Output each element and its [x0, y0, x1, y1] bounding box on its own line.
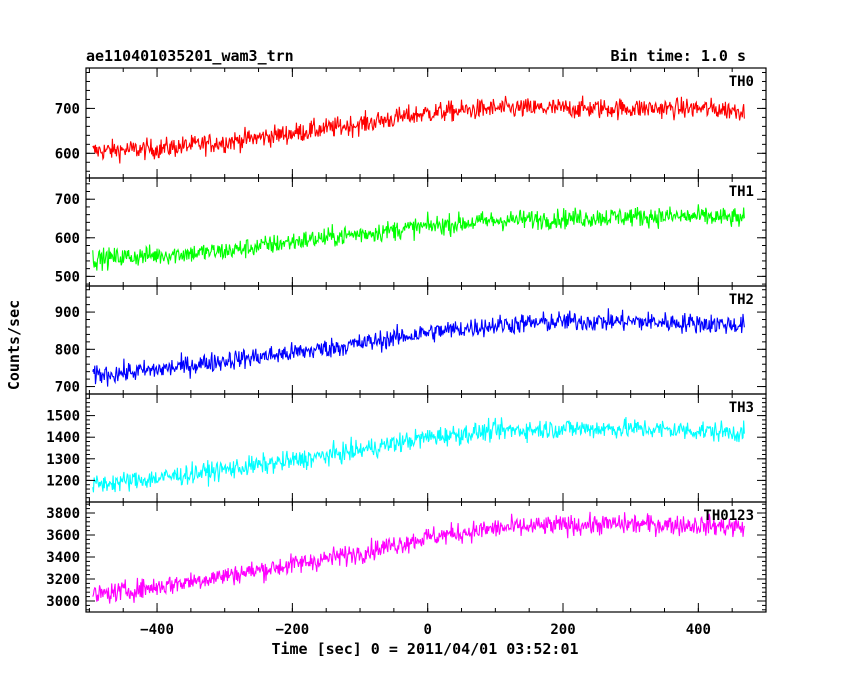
- y-tick-label: 3400: [46, 550, 80, 566]
- panel-frame: [85, 393, 767, 503]
- series-line-th1: [92, 204, 745, 271]
- y-tick-label: 1200: [46, 473, 80, 489]
- panel-frame: [85, 501, 767, 613]
- x-tick-label: −400: [140, 622, 174, 638]
- y-tick-label: 600: [55, 146, 80, 162]
- panel-label-th2: TH2: [729, 292, 754, 308]
- panel-frame: [85, 67, 767, 179]
- panel-label-th0: TH0: [729, 74, 754, 90]
- series-line-th0: [92, 95, 745, 164]
- y-tick-label: 3600: [46, 528, 80, 544]
- panel-th2: 700 800 900 TH2: [55, 285, 767, 396]
- series-line-th3: [92, 416, 745, 493]
- y-tick-label: 500: [55, 269, 80, 285]
- y-tick-label: 800: [55, 342, 80, 358]
- panel-label-th0123: TH0123: [703, 508, 754, 524]
- y-tick-label: 900: [55, 305, 80, 321]
- y-axis-label: Counts/sec: [5, 300, 23, 390]
- y-tick-label: 3800: [46, 506, 80, 522]
- panel-frame: [85, 285, 767, 395]
- x-tick-label: 0: [423, 622, 431, 638]
- y-tick-label: 600: [55, 231, 80, 247]
- chart-title-left: ae110401035201_wam3_trn: [86, 47, 294, 65]
- panel-label-th3: TH3: [729, 400, 754, 416]
- x-tick-label: −200: [276, 622, 310, 638]
- y-tick-label: 700: [55, 101, 80, 117]
- panel-th1: 500 600 700 TH1: [55, 177, 767, 287]
- y-tick-label: 3200: [46, 572, 80, 588]
- series-line-th0123: [92, 511, 745, 604]
- x-tick-label: 200: [550, 622, 575, 638]
- series-line-th2: [92, 308, 745, 387]
- y-tick-label: 3000: [46, 594, 80, 610]
- y-tick-label: 700: [55, 380, 80, 396]
- panel-th0: 600 700 TH0: [55, 67, 767, 179]
- y-tick-label: 1500: [46, 409, 80, 425]
- panel-th0123: 3000 3200 3400 3600 3800 TH0123: [46, 501, 767, 613]
- y-tick-label: 1300: [46, 452, 80, 468]
- x-axis-label: Time [sec] 0 = 2011/04/01 03:52:01: [271, 640, 578, 658]
- x-tick-label: 400: [686, 622, 711, 638]
- chart-title-right: Bin time: 1.0 s: [611, 47, 746, 65]
- panel-th3: 1200 1300 1400 1500 TH3: [46, 393, 767, 503]
- y-tick-label: 1400: [46, 430, 80, 446]
- y-tick-label: 700: [55, 192, 80, 208]
- panel-label-th1: TH1: [729, 184, 754, 200]
- panel-frame: [85, 177, 767, 287]
- panels-group: 600 700 TH0 500 600 700 TH1 700 800 900 TH2 1200 130…: [46, 67, 767, 638]
